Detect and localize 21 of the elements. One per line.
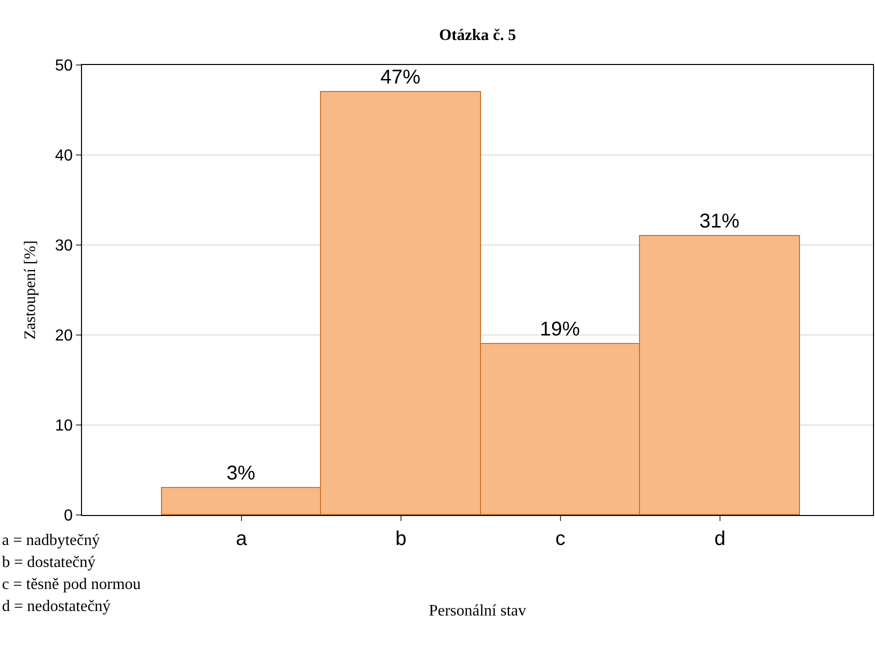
y-tick-label: 20 bbox=[55, 328, 73, 345]
text: c = těsně pod normou bbox=[2, 576, 141, 593]
y-axis-title: Zastoupení [%] bbox=[22, 240, 39, 340]
x-tick-label: b bbox=[395, 528, 407, 550]
y-tick-label: 10 bbox=[55, 418, 73, 435]
chart-title: Otázka č. 5 bbox=[439, 27, 516, 44]
text: b = dostatečný bbox=[2, 554, 96, 571]
data-label: 3% bbox=[226, 462, 256, 484]
y-tick-label: 0 bbox=[64, 508, 73, 525]
x-tick-label: c bbox=[555, 528, 566, 550]
x-axis-title: Personální stav bbox=[428, 602, 526, 620]
y-tick-label: 30 bbox=[55, 238, 73, 255]
data-label: 19% bbox=[540, 318, 580, 340]
data-label: 47% bbox=[380, 66, 421, 88]
data-label: 31% bbox=[699, 210, 740, 232]
x-tick-label: d bbox=[714, 528, 726, 550]
text: d = nedostatečný bbox=[2, 598, 111, 615]
x-tick-label: a bbox=[236, 528, 248, 550]
y-tick-label: 40 bbox=[55, 148, 73, 165]
text: a = nadbytečný bbox=[2, 532, 100, 549]
y-tick-label: 50 bbox=[55, 58, 73, 75]
